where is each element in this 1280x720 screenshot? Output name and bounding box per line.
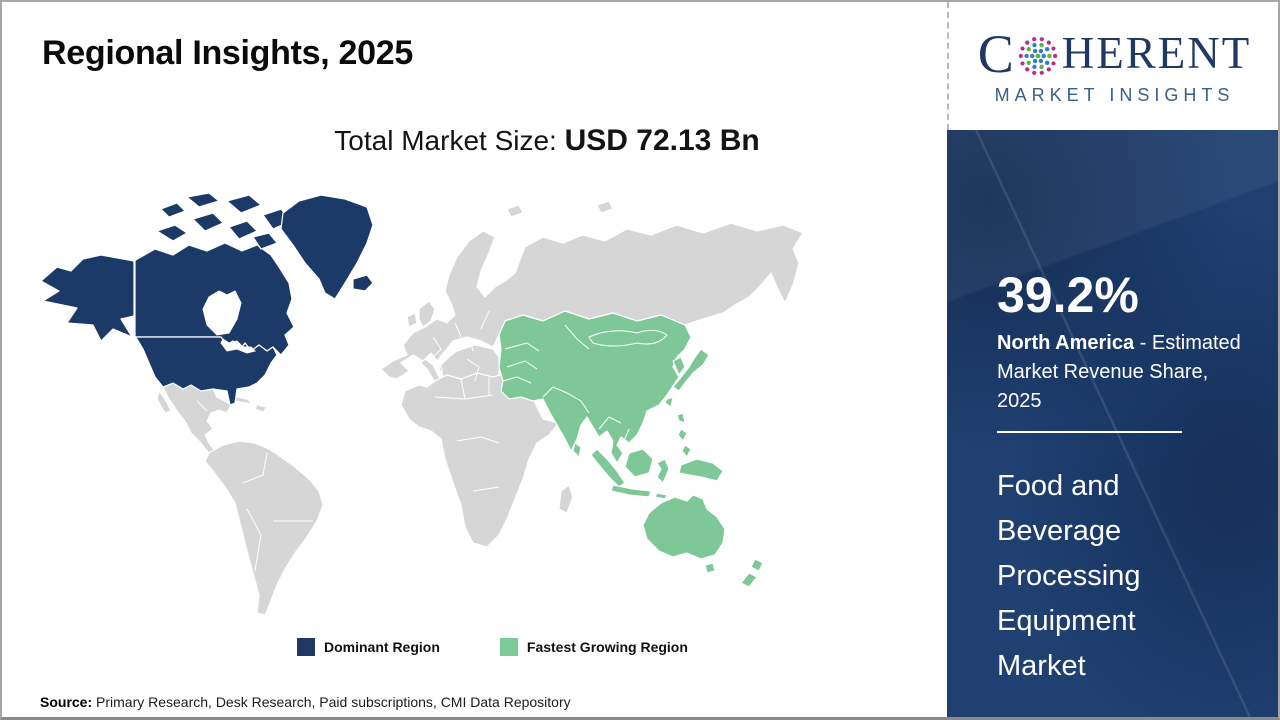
source-label: Source: (40, 694, 93, 710)
legend-item-dominant: Dominant Region (297, 638, 440, 656)
logo-wordmark: C HERENT (978, 27, 1252, 81)
water-cutouts (202, 290, 256, 354)
sidebar-divider (997, 431, 1182, 433)
stat-region-name: North America (997, 332, 1135, 354)
source-line: Source: Primary Research, Desk Research,… (40, 694, 571, 710)
globe-dots-icon (1018, 36, 1058, 75)
legend-swatch-dominant (297, 638, 315, 656)
region-north-america (40, 192, 374, 406)
legend-label-fastest: Fastest Growing Region (526, 639, 688, 655)
logo-letter-c: C (977, 23, 1014, 84)
legend-label-dominant: Dominant Region (324, 639, 440, 655)
map-legend: Dominant Region Fastest Growing Region (297, 638, 688, 656)
logo-subtext: MARKET INSIGHTS (994, 84, 1235, 105)
total-market-size-label: Total Market Size: (334, 125, 565, 156)
legend-swatch-fastest (499, 638, 518, 656)
total-market-size: Total Market Size: USD 72.13 Bn (147, 124, 947, 158)
stat-share-desc-rest: - Estimated Market Revenue Share, 2025 (997, 332, 1241, 412)
stat-share-value: 39.2% (997, 267, 1139, 323)
world-map (37, 190, 917, 622)
total-market-size-value: USD 72.13 Bn (564, 124, 760, 157)
logo-wordmark-rest: HERENT (1061, 28, 1252, 78)
sidebar-panel: 39.2% North America - Estimated Market R… (947, 130, 1278, 717)
brand-logo: C HERENT MARKET INSIGHTS (947, 2, 1278, 130)
region-other (156, 200, 804, 616)
page-title: Regional Insights, 2025 (42, 34, 413, 72)
region-asia-pacific (498, 310, 764, 588)
stat-share-description: North America - Estimated Market Revenue… (997, 329, 1252, 416)
world-map-svg (40, 192, 804, 616)
source-text: Primary Research, Desk Research, Paid su… (92, 694, 571, 710)
country-borders-green (502, 324, 668, 444)
market-name: Food and Beverage Processing Equipment M… (997, 470, 1141, 682)
legend-item-fastest: Fastest Growing Region (499, 638, 688, 656)
